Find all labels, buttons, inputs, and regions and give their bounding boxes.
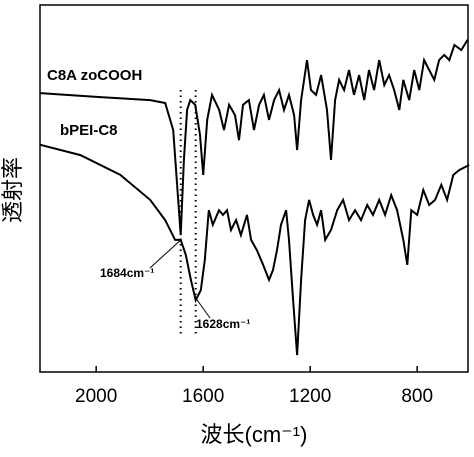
- x-tick-label: 2000: [75, 386, 117, 407]
- x-tick-label: 1600: [182, 386, 224, 407]
- series-label: bPEI-C8: [60, 122, 118, 139]
- x-tick-label: 1200: [289, 386, 331, 407]
- spectrum-line: [40, 143, 470, 356]
- y-axis-label: 透射率: [0, 157, 25, 223]
- annotation-label: 1628cm⁻¹: [196, 317, 250, 331]
- annotation-arrow: [195, 297, 211, 319]
- series-label: C8A zoCOOH: [47, 67, 142, 84]
- spectrum-line: [40, 39, 469, 236]
- x-axis-label: 波长(cm⁻¹): [201, 422, 308, 447]
- x-tick-label: 800: [401, 386, 433, 407]
- annotation-arrow: [149, 239, 182, 269]
- plot-frame: [39, 4, 469, 373]
- annotation-label: 1684cm⁻¹: [100, 266, 154, 280]
